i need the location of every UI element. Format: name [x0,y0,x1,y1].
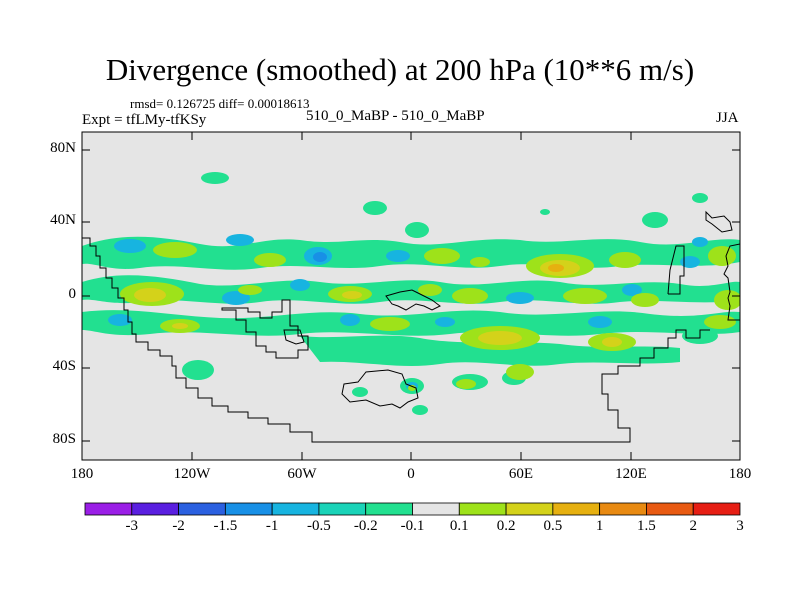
lon-label: 60E [508,466,534,482]
colorbar-label: 2 [689,518,697,534]
colorbar-swatch [318,502,367,516]
colorbar-swatch [131,502,179,516]
lon-label: 60W [287,466,317,482]
colorbar-label: -1 [265,518,279,534]
lat-label: 40S [52,358,76,374]
colorbar-swatch [646,502,694,516]
lat-label: 0 [68,286,77,302]
colorbar-swatch [552,502,601,516]
experiment-label: Expt = tfLMy-tfKSy [82,112,207,128]
season-label: JJA [716,110,739,126]
colorbar-swatch [84,502,133,516]
lon-label: 120E [615,466,647,482]
colorbar [84,502,741,516]
colorbar-label: -0.5 [307,518,331,534]
colorbar-swatch [458,502,507,516]
colorbar-swatch [224,502,273,516]
colorbar-swatch [271,502,320,516]
colorbar-label: -0.1 [400,518,425,534]
lat-label: 80N [50,140,76,156]
map-title: Divergence (smoothed) at 200 hPa (10**6 … [105,52,695,87]
lon-label: 180 [728,466,752,482]
colorbar-label: -2 [172,518,185,534]
colorbar-swatch [692,502,741,516]
colorbar-label: -0.2 [353,518,378,534]
colorbar-label: -3 [125,518,139,534]
stats-label: rmsd= 0.126725 diff= 0.00018613 [130,96,310,111]
colorbar-label: -1.5 [213,518,238,534]
comparison-label: 510_0_MaBP - 510_0_MaBP [306,108,485,124]
coastlines [82,210,740,443]
colorbar-label: 3 [736,518,744,534]
colorbar-swatch [505,502,554,516]
colorbar-label: 0.2 [496,518,516,534]
colorbar-label: 1 [595,518,604,534]
colorbar-swatch [365,502,413,516]
colorbar-swatch [599,502,647,516]
lat-label: 40N [50,212,76,228]
colorbar-swatch [178,502,226,516]
colorbar-label: 0.5 [543,518,563,534]
colorbar-label: 0.1 [449,518,469,534]
colorbar-swatch [412,502,460,516]
colorbar-label: 1.5 [637,518,656,534]
lon-label: 0 [407,466,415,482]
lon-label: 120W [173,466,211,482]
lat-label: 80S [52,431,76,447]
lon-label: 180 [70,466,94,482]
axis-ticks [82,132,740,460]
